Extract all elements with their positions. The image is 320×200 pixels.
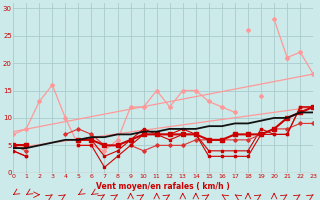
X-axis label: Vent moyen/en rafales ( km/h ): Vent moyen/en rafales ( km/h ) — [96, 182, 230, 191]
